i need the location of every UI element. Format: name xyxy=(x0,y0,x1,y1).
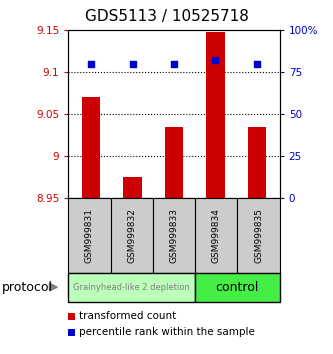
Bar xyxy=(165,127,183,198)
Point xyxy=(254,61,260,67)
Text: GSM999834: GSM999834 xyxy=(212,208,221,263)
Text: GDS5113 / 10525718: GDS5113 / 10525718 xyxy=(85,9,248,24)
Point xyxy=(88,61,94,67)
Bar xyxy=(248,127,266,198)
Text: Grainyhead-like 2 depletion: Grainyhead-like 2 depletion xyxy=(73,282,190,292)
Point xyxy=(213,57,218,63)
Text: transformed count: transformed count xyxy=(79,312,176,321)
Bar xyxy=(123,177,142,198)
Bar xyxy=(206,32,225,198)
Text: percentile rank within the sample: percentile rank within the sample xyxy=(79,327,255,337)
Text: GSM999835: GSM999835 xyxy=(254,208,263,263)
Text: GSM999832: GSM999832 xyxy=(127,208,136,263)
Text: GSM999833: GSM999833 xyxy=(169,208,178,263)
Text: control: control xyxy=(216,281,259,293)
Point xyxy=(171,61,176,67)
Text: GSM999831: GSM999831 xyxy=(85,208,94,263)
Text: protocol: protocol xyxy=(2,281,53,293)
Bar xyxy=(82,97,100,198)
Point xyxy=(130,61,135,67)
